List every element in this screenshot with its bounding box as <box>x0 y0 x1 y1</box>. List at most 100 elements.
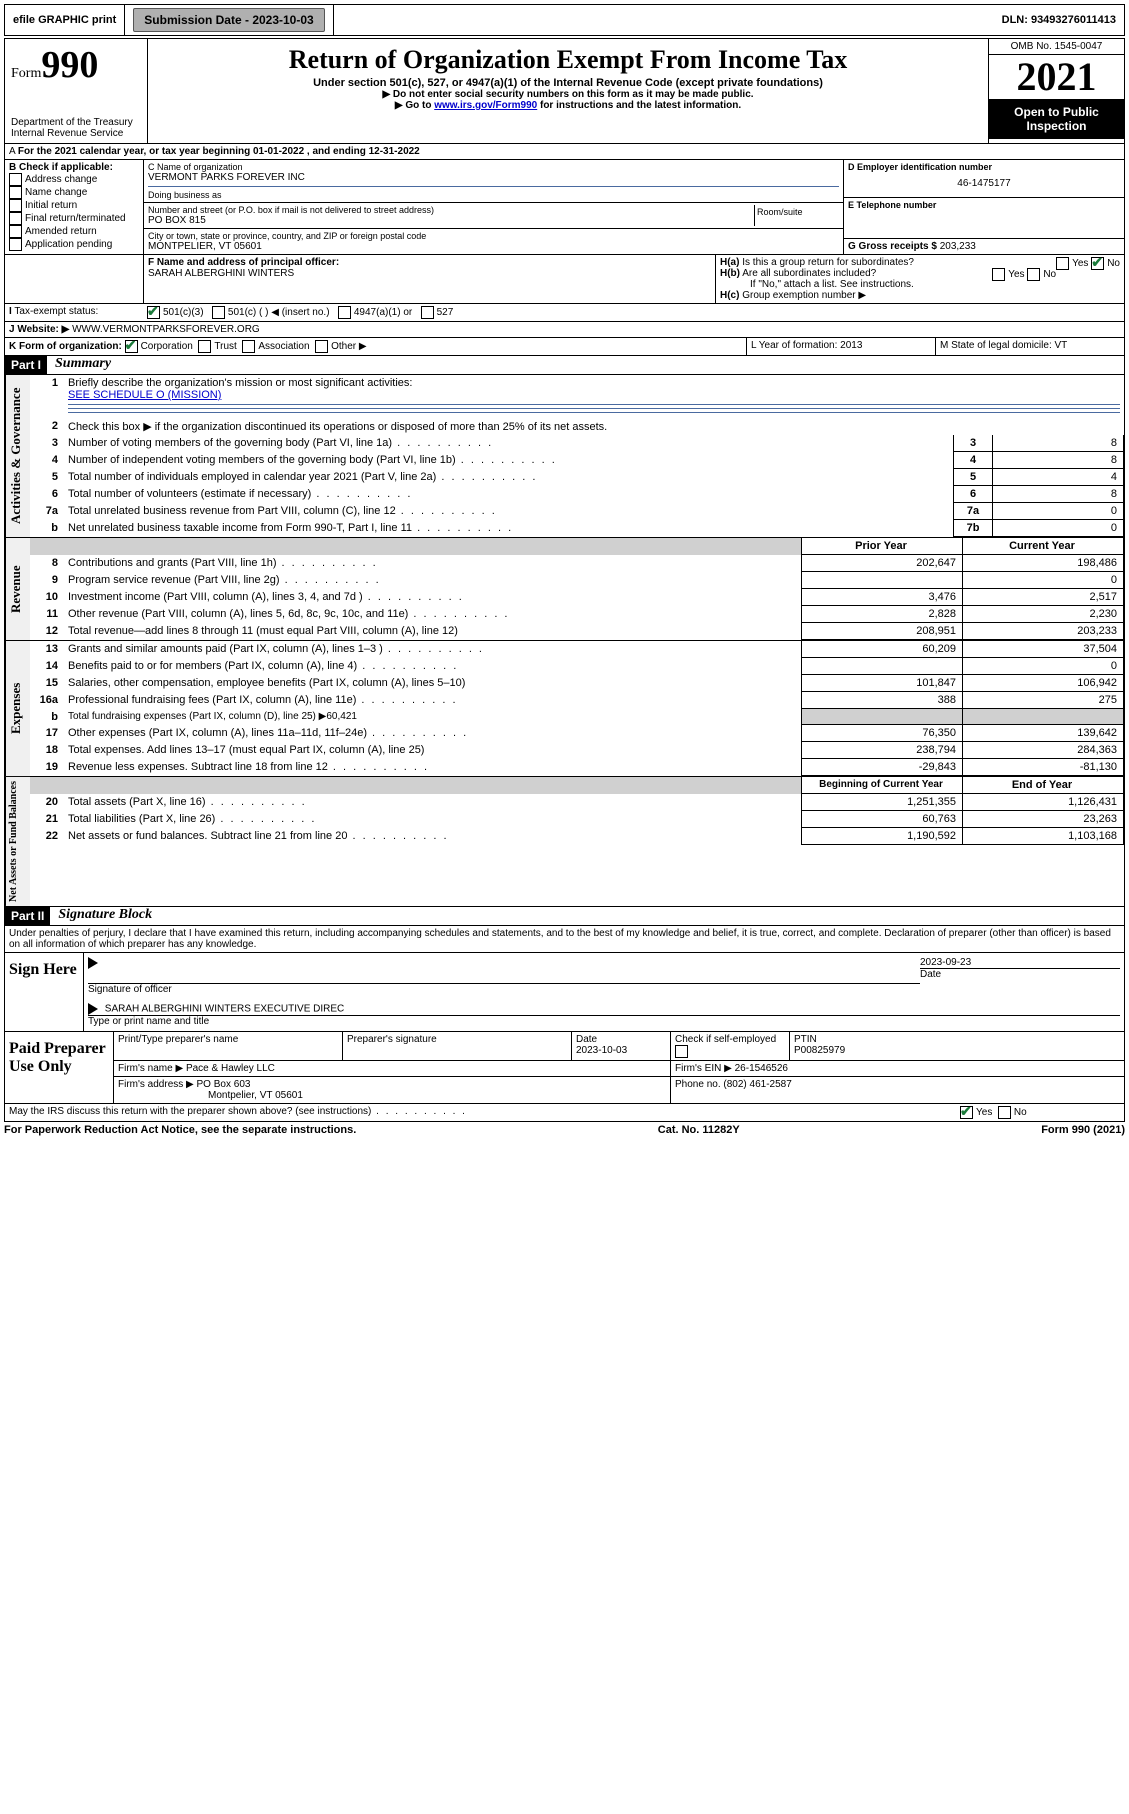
org-name: VERMONT PARKS FOREVER INC <box>148 172 839 183</box>
checkbox-corp[interactable] <box>125 340 138 353</box>
checkbox-ha-yes[interactable] <box>1056 257 1069 270</box>
officer-name: SARAH ALBERGHINI WINTERS <box>148 268 711 279</box>
prep-date: 2023-10-03 <box>576 1045 627 1056</box>
table-row: 9Program service revenue (Part VIII, lin… <box>30 572 1124 589</box>
table-row: 7aTotal unrelated business revenue from … <box>30 503 1124 520</box>
arrow-icon <box>88 957 98 969</box>
checkbox-discuss-yes[interactable] <box>960 1106 973 1119</box>
table-row: bTotal fundraising expenses (Part IX, co… <box>30 709 1124 725</box>
checkbox-assoc[interactable] <box>242 340 255 353</box>
check-self-employed: Check if self-employed <box>675 1034 776 1045</box>
may-irs-discuss: May the IRS discuss this return with the… <box>9 1106 467 1117</box>
state-domicile: M State of legal domicile: VT <box>936 338 1124 355</box>
header-mid: Return of Organization Exempt From Incom… <box>148 39 988 143</box>
type-name-label: Type or print name and title <box>88 1016 209 1027</box>
street-label: Number and street (or P.O. box if mail i… <box>148 205 754 215</box>
note-ssn: ▶ Do not enter social security numbers o… <box>152 89 984 100</box>
part2-title: Signature Block <box>50 907 152 925</box>
col-prior: Prior Year <box>802 538 963 555</box>
firm-addr1: PO Box 603 <box>197 1079 251 1090</box>
line-a: A For the 2021 calendar year, or tax yea… <box>5 144 424 159</box>
checkbox-self-employed[interactable] <box>675 1045 688 1058</box>
table-row: 15Salaries, other compensation, employee… <box>30 675 1124 692</box>
footer-mid: Cat. No. 11282Y <box>658 1124 740 1136</box>
vlabel-activities: Activities & Governance <box>5 375 30 537</box>
checkbox-app-pending[interactable] <box>9 238 22 251</box>
footer-right: Form 990 (2021) <box>1041 1124 1125 1136</box>
section-f: F Name and address of principal officer:… <box>144 255 716 303</box>
page-footer: For Paperwork Reduction Act Notice, see … <box>4 1122 1125 1138</box>
date-label: Date <box>920 969 941 980</box>
checkbox-trust[interactable] <box>198 340 211 353</box>
officer-printed: SARAH ALBERGHINI WINTERS EXECUTIVE DIREC <box>105 1004 345 1015</box>
checkbox-501c[interactable] <box>212 306 225 319</box>
tax-year: 2021 <box>989 55 1124 99</box>
checkbox-hb-no[interactable] <box>1027 268 1040 281</box>
expenses-section: Expenses 13Grants and similar amounts pa… <box>4 641 1125 777</box>
line1-text: Briefly describe the organization's miss… <box>68 377 412 389</box>
line1-value: SEE SCHEDULE O (MISSION) <box>68 389 221 401</box>
form-subtitle: Under section 501(c), 527, or 4947(a)(1)… <box>152 77 984 89</box>
table-row: 11Other revenue (Part VIII, column (A), … <box>30 606 1124 623</box>
table-row: 5Total number of individuals employed in… <box>30 469 1124 486</box>
table-row: 6Total number of volunteers (estimate if… <box>30 486 1124 503</box>
sign-here-section: Sign Here Signature of officer 2023-09-2… <box>4 953 1125 1032</box>
dln: DLN: 93493276011413 <box>994 5 1124 35</box>
arrow-icon <box>88 1003 98 1015</box>
checkbox-ha-no[interactable] <box>1091 257 1104 270</box>
firm-addr2: Montpelier, VT 05601 <box>118 1090 303 1101</box>
gross-receipts-label: G Gross receipts $ <box>848 241 937 252</box>
table-row: 18Total expenses. Add lines 13–17 (must … <box>30 742 1124 759</box>
org-name-label: C Name of organization <box>148 162 839 172</box>
open-to-public: Open to Public Inspection <box>989 99 1124 139</box>
checkbox-initial-return[interactable] <box>9 199 22 212</box>
checkbox-527[interactable] <box>421 306 434 319</box>
efile-label: efile GRAPHIC print <box>5 5 125 35</box>
checkbox-final-return[interactable] <box>9 212 22 225</box>
table-row: bNet unrelated business taxable income f… <box>30 520 1124 537</box>
dept-treasury: Department of the Treasury <box>11 117 141 128</box>
checkbox-address-change[interactable] <box>9 173 22 186</box>
checkbox-hb-yes[interactable] <box>992 268 1005 281</box>
table-row: 16aProfessional fundraising fees (Part I… <box>30 692 1124 709</box>
checkbox-4947[interactable] <box>338 306 351 319</box>
line2-text: Check this box ▶ if the organization dis… <box>64 418 1124 435</box>
header-right: OMB No. 1545-0047 2021 Open to Public In… <box>988 39 1124 143</box>
omb-number: OMB No. 1545-0047 <box>989 39 1124 55</box>
firm-ein: 26-1546526 <box>735 1063 788 1074</box>
phone-label-e: E Telephone number <box>844 198 1124 239</box>
checkbox-amended[interactable] <box>9 225 22 238</box>
submission-date: Submission Date - 2023-10-03 <box>125 5 333 35</box>
section-deg: D Employer identification number 46-1475… <box>843 160 1124 254</box>
sign-here-label: Sign Here <box>5 953 84 1031</box>
top-bar: efile GRAPHIC print Submission Date - 20… <box>4 4 1125 36</box>
vlabel-revenue: Revenue <box>5 538 30 640</box>
paid-preparer-section: Paid Preparer Use Only Print/Type prepar… <box>4 1032 1125 1104</box>
header-left: Form990 Department of the Treasury Inter… <box>5 39 148 143</box>
prep-sig-label: Preparer's signature <box>343 1032 572 1061</box>
irs-link[interactable]: www.irs.gov/Form990 <box>434 100 537 111</box>
table-row: 17Other expenses (Part IX, column (A), l… <box>30 725 1124 742</box>
checkbox-name-change[interactable] <box>9 186 22 199</box>
vlabel-netassets: Net Assets or Fund Balances <box>5 777 30 906</box>
col-current: Current Year <box>963 538 1124 555</box>
prep-name-label: Print/Type preparer's name <box>114 1032 343 1061</box>
part2-header: Part II <box>5 907 50 925</box>
section-j: J Website: ▶ WWW.VERMONTPARKSFOREVER.ORG <box>4 322 1125 338</box>
declaration: Under penalties of perjury, I declare th… <box>4 926 1125 953</box>
checkbox-discuss-no[interactable] <box>998 1106 1011 1119</box>
netassets-section: Net Assets or Fund Balances Beginning of… <box>4 777 1125 907</box>
checkbox-501c3[interactable] <box>147 306 160 319</box>
ptin: P00825979 <box>794 1045 845 1056</box>
footer-left: For Paperwork Reduction Act Notice, see … <box>4 1124 356 1136</box>
table-row: 3Number of voting members of the governi… <box>30 435 1124 452</box>
hc-label: Group exemption number ▶ <box>742 290 866 301</box>
checkbox-other[interactable] <box>315 340 328 353</box>
street-value: PO BOX 815 <box>148 215 754 226</box>
col-begin: Beginning of Current Year <box>802 777 963 794</box>
vlabel-expenses: Expenses <box>5 641 30 776</box>
table-row: 22Net assets or fund balances. Subtract … <box>30 828 1124 845</box>
table-row: 13Grants and similar amounts paid (Part … <box>30 641 1124 658</box>
ein-label: D Employer identification number <box>848 162 1120 172</box>
hb-note: If "No," attach a list. See instructions… <box>720 279 1120 290</box>
